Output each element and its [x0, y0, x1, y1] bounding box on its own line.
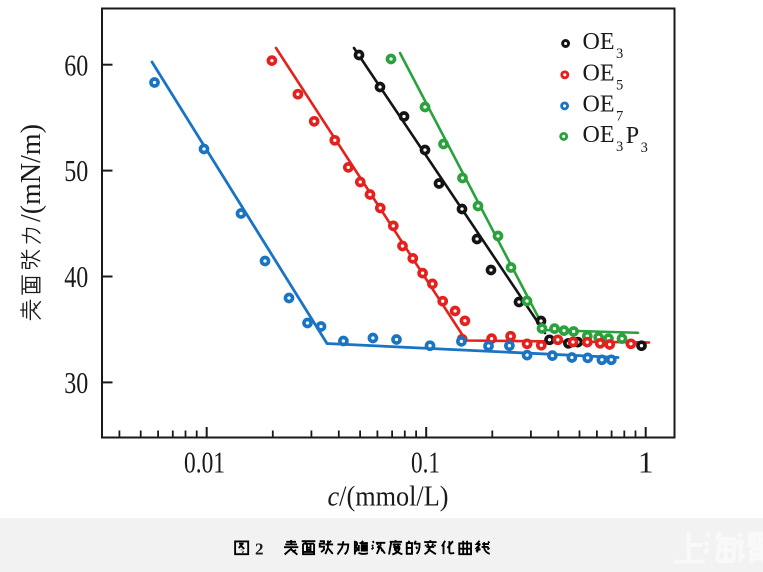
svg-text:1: 1 — [638, 445, 654, 480]
svg-text:/(mN/m): /(mN/m) — [16, 124, 47, 222]
svg-text:0.1: 0.1 — [411, 445, 440, 480]
svg-text:c/(mmol/L): c/(mmol/L) — [328, 482, 449, 513]
svg-text:40: 40 — [64, 259, 88, 294]
svg-text:0.01: 0.01 — [184, 445, 225, 480]
svg-text:30: 30 — [64, 365, 88, 400]
svg-text:2: 2 — [255, 539, 264, 558]
svg-text:50: 50 — [64, 153, 88, 188]
svg-text:60: 60 — [64, 47, 88, 82]
